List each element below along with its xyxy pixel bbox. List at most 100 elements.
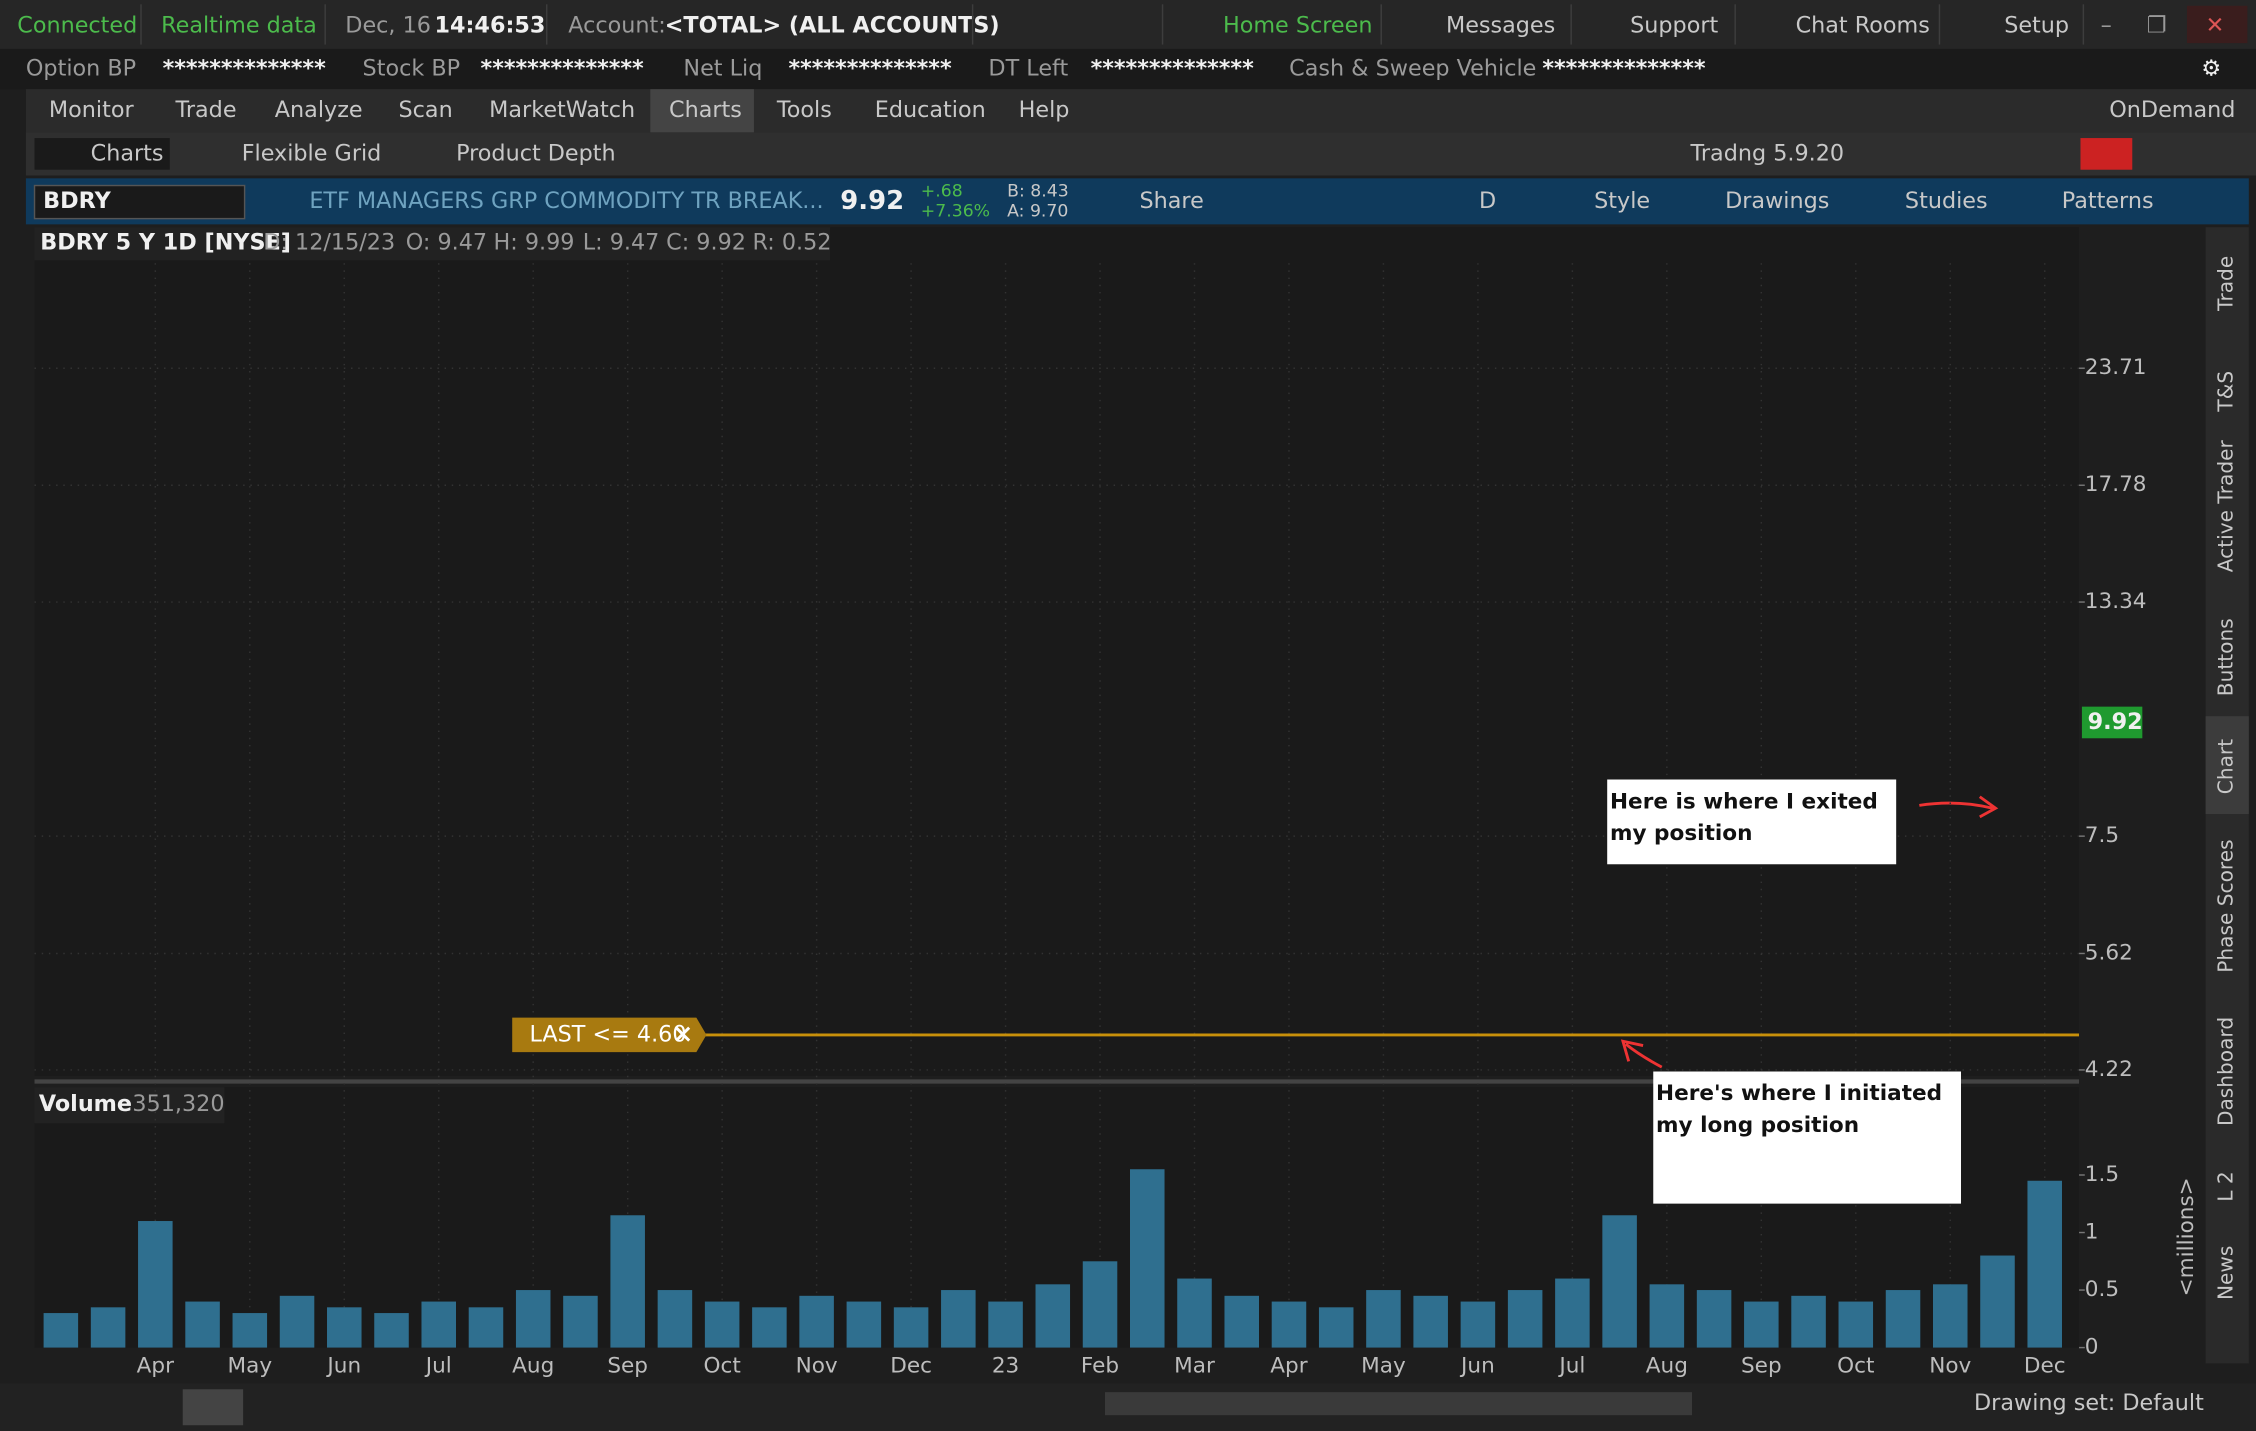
close-icon[interactable]: ✕ bbox=[2206, 12, 2225, 38]
volume-bar bbox=[1318, 1307, 1354, 1348]
volume-tick-label: 0.5 bbox=[2085, 1277, 2119, 1302]
volume-bar bbox=[90, 1307, 126, 1348]
toolbar-button[interactable]: Share bbox=[1140, 188, 1204, 214]
main-tab[interactable]: Tools bbox=[776, 97, 832, 123]
toolbar-button[interactable]: Studies bbox=[1905, 188, 1988, 214]
toolbar-button[interactable]: Patterns bbox=[2062, 188, 2154, 214]
main-tab[interactable]: Analyze bbox=[275, 97, 363, 123]
sub-tab[interactable]: Charts bbox=[91, 140, 164, 166]
side-tab[interactable]: News bbox=[2214, 1246, 2238, 1300]
top-link[interactable]: Setup bbox=[2004, 12, 2069, 38]
volume-axis-label: <millions> bbox=[2174, 1177, 2199, 1296]
volume-tick-label: 1 bbox=[2085, 1220, 2099, 1245]
top-link[interactable]: Messages bbox=[1446, 12, 1555, 38]
symbol: BDRY bbox=[43, 188, 111, 214]
minimize-icon[interactable]: – bbox=[2101, 12, 2112, 38]
volume-bar bbox=[1129, 1169, 1165, 1348]
settings-icon[interactable]: ⚙ bbox=[2201, 56, 2221, 82]
scroll-home-button[interactable] bbox=[182, 1389, 244, 1426]
sub-tab[interactable]: Product Depth bbox=[456, 140, 616, 166]
volume-bar bbox=[1271, 1301, 1307, 1348]
chart-title: BDRY 5 Y 1D [NYSE] bbox=[40, 230, 291, 256]
annotation-text: Here is where I exited my position bbox=[1607, 779, 1897, 865]
main-tab[interactable]: Monitor bbox=[49, 97, 135, 123]
side-tab[interactable]: T&S bbox=[2214, 371, 2238, 413]
bid: B: 8.43 bbox=[1007, 181, 1069, 201]
balance-label: DT Left bbox=[988, 56, 1068, 82]
volume-title: Volume bbox=[39, 1091, 132, 1117]
top-link[interactable]: Home Screen bbox=[1223, 12, 1373, 38]
x-tick-label: Jun bbox=[1459, 1353, 1495, 1378]
side-tab[interactable]: Trade bbox=[2214, 256, 2238, 312]
main-tab[interactable]: Help bbox=[1019, 97, 1070, 123]
main-tab[interactable]: Trade bbox=[175, 97, 237, 123]
x-tick-label: Apr bbox=[137, 1353, 174, 1378]
volume-bar bbox=[1932, 1284, 1968, 1348]
side-tab[interactable]: Dashboard bbox=[2214, 1017, 2238, 1126]
main-tab[interactable]: MarketWatch bbox=[489, 97, 635, 123]
last-price-label: 9.92 bbox=[2088, 709, 2143, 735]
sub-tab[interactable]: Flexible Grid bbox=[242, 140, 382, 166]
main-tab[interactable]: Education bbox=[875, 97, 986, 123]
volume-bar bbox=[563, 1295, 598, 1348]
main-tab[interactable]: Scan bbox=[399, 97, 453, 123]
drawing-set[interactable]: Drawing set: Default bbox=[1974, 1390, 2204, 1416]
volume-bar bbox=[610, 1215, 645, 1348]
toolbar-button[interactable]: D bbox=[1479, 188, 1496, 214]
balance-label: Option BP bbox=[26, 56, 136, 82]
price-pane bbox=[34, 227, 2080, 1076]
status-bar bbox=[0, 0, 2256, 49]
side-tab[interactable]: Buttons bbox=[2214, 618, 2238, 696]
chart-header-bg bbox=[34, 227, 831, 261]
x-tick-label: Jul bbox=[424, 1353, 452, 1378]
volume-bar bbox=[1696, 1290, 1732, 1348]
scrollbar-thumb[interactable] bbox=[1104, 1392, 1692, 1416]
volume-bar bbox=[1555, 1278, 1590, 1348]
color-swatch[interactable] bbox=[2080, 138, 2133, 170]
side-tab[interactable]: Chart bbox=[2214, 739, 2238, 794]
volume-bar bbox=[752, 1307, 787, 1348]
ohlc-field: D: 12/15/23 bbox=[263, 230, 395, 256]
volume-bar bbox=[799, 1295, 834, 1348]
active-side-tab bbox=[2205, 716, 2249, 815]
symbol-input[interactable] bbox=[33, 184, 246, 220]
top-link[interactable]: Support bbox=[1630, 12, 1718, 38]
balance-value: ************** bbox=[1542, 56, 1706, 82]
maximize-icon[interactable]: ❐ bbox=[2147, 12, 2167, 38]
volume-bar bbox=[515, 1290, 551, 1348]
data-feed: Realtime data bbox=[161, 12, 317, 38]
x-tick-label: May bbox=[228, 1353, 273, 1378]
volume-bar bbox=[846, 1301, 882, 1348]
side-tab[interactable]: L 2 bbox=[2214, 1171, 2238, 1201]
y-tick-label: 17.78 bbox=[2085, 472, 2147, 497]
top-link[interactable]: Chat Rooms bbox=[1796, 12, 1930, 38]
on-demand[interactable]: OnDemand bbox=[2109, 97, 2235, 123]
volume-bar bbox=[1177, 1278, 1212, 1348]
x-tick-label: Sep bbox=[607, 1353, 648, 1378]
toolbar-button[interactable]: Style bbox=[1594, 188, 1650, 214]
volume-bar bbox=[1413, 1295, 1448, 1348]
volume-bar bbox=[1649, 1284, 1685, 1348]
close-button[interactable] bbox=[2186, 5, 2248, 44]
side-tab[interactable]: Phase Scores bbox=[2214, 839, 2238, 972]
toolbar-button[interactable]: Drawings bbox=[1725, 188, 1829, 214]
x-tick-label: Jun bbox=[325, 1353, 361, 1378]
x-tick-label: Oct bbox=[1837, 1353, 1874, 1378]
sub-tabs-bar bbox=[25, 132, 2256, 176]
x-tick-label: Aug bbox=[512, 1353, 554, 1378]
main-tab[interactable]: Charts bbox=[669, 97, 742, 123]
side-tab[interactable]: Active Trader bbox=[2214, 440, 2238, 573]
alert-label: LAST <= 4.60 bbox=[529, 1021, 686, 1047]
x-tick-label: Mar bbox=[1174, 1353, 1215, 1378]
alert-tag[interactable] bbox=[512, 1017, 707, 1053]
exit-arrow bbox=[1919, 795, 1999, 819]
volume-bar bbox=[1602, 1215, 1637, 1348]
volume-bar bbox=[704, 1301, 740, 1348]
annotation: Here is where I exited my position bbox=[1607, 779, 1897, 865]
volume-bar bbox=[1460, 1301, 1496, 1348]
balances-bar bbox=[0, 48, 2256, 90]
alert-close-icon[interactable] bbox=[675, 1026, 691, 1042]
x-tick-label: 23 bbox=[992, 1353, 1019, 1378]
volume-bar bbox=[1035, 1284, 1071, 1348]
